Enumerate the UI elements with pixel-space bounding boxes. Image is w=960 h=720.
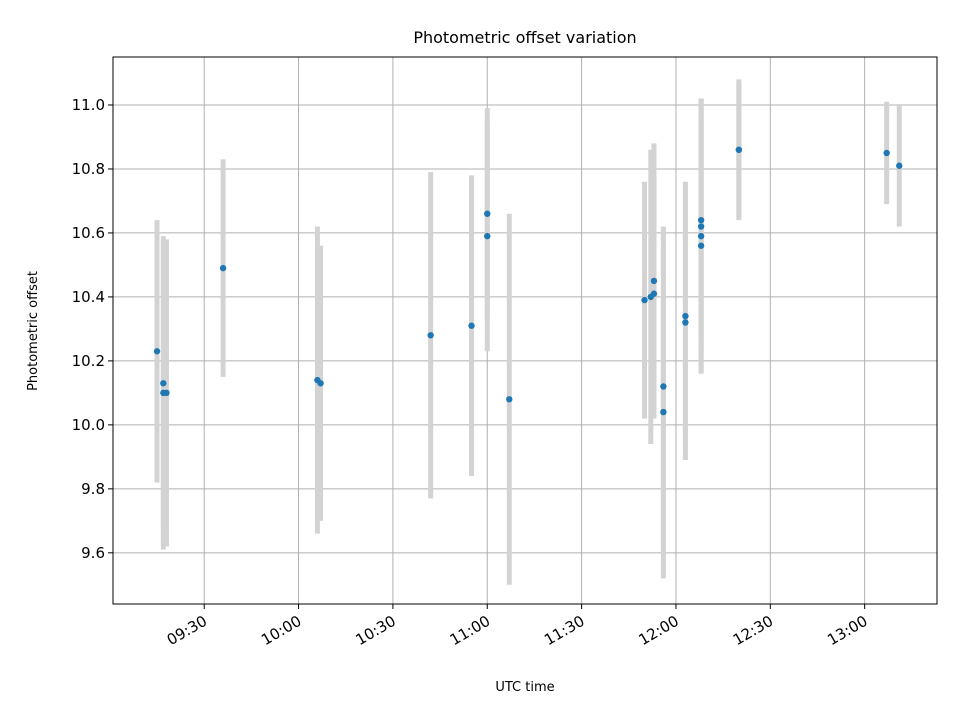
y-tick-label: 9.8 — [81, 480, 105, 498]
data-point — [219, 264, 227, 272]
chart-title: Photometric offset variation — [413, 28, 636, 47]
plot-frame — [112, 56, 938, 605]
data-point — [735, 146, 743, 153]
data-point — [506, 396, 513, 403]
data-point — [650, 277, 658, 285]
data-point — [660, 408, 667, 416]
data-point — [682, 312, 689, 320]
y-tick-label: 10.4 — [72, 288, 105, 306]
data-point — [317, 380, 324, 387]
data-point — [883, 149, 890, 157]
data-point — [641, 296, 648, 304]
y-tick-label: 9.6 — [81, 544, 105, 562]
data-point — [484, 210, 491, 217]
grid — [113, 57, 937, 604]
data-point — [697, 242, 705, 249]
data-point — [160, 380, 167, 387]
data-point — [484, 232, 491, 240]
data-point — [650, 290, 658, 297]
data-point — [163, 389, 170, 397]
y-tick-label: 10.6 — [72, 224, 105, 242]
data-point — [697, 216, 705, 224]
y-tick-label: 10.0 — [72, 416, 105, 434]
data-point — [697, 232, 705, 240]
data-point — [427, 332, 434, 339]
data-point — [896, 162, 903, 169]
data-points — [153, 146, 903, 416]
data-point — [660, 383, 667, 390]
data-point — [697, 223, 705, 230]
data-point — [153, 348, 161, 355]
y-tick-label: 10.2 — [72, 352, 105, 370]
x-axis-label: UTC time — [495, 680, 554, 695]
y-tick-label: 10.8 — [72, 160, 105, 178]
y-axis-label: Photometric offset — [26, 271, 41, 391]
y-tick-label: 11.0 — [72, 96, 105, 114]
y-axis-ticks: 9.6 9.8 10.0 10.2 10.4 10.6 10.8 11.0 — [72, 96, 113, 562]
data-point — [468, 322, 475, 329]
data-point — [682, 319, 689, 326]
